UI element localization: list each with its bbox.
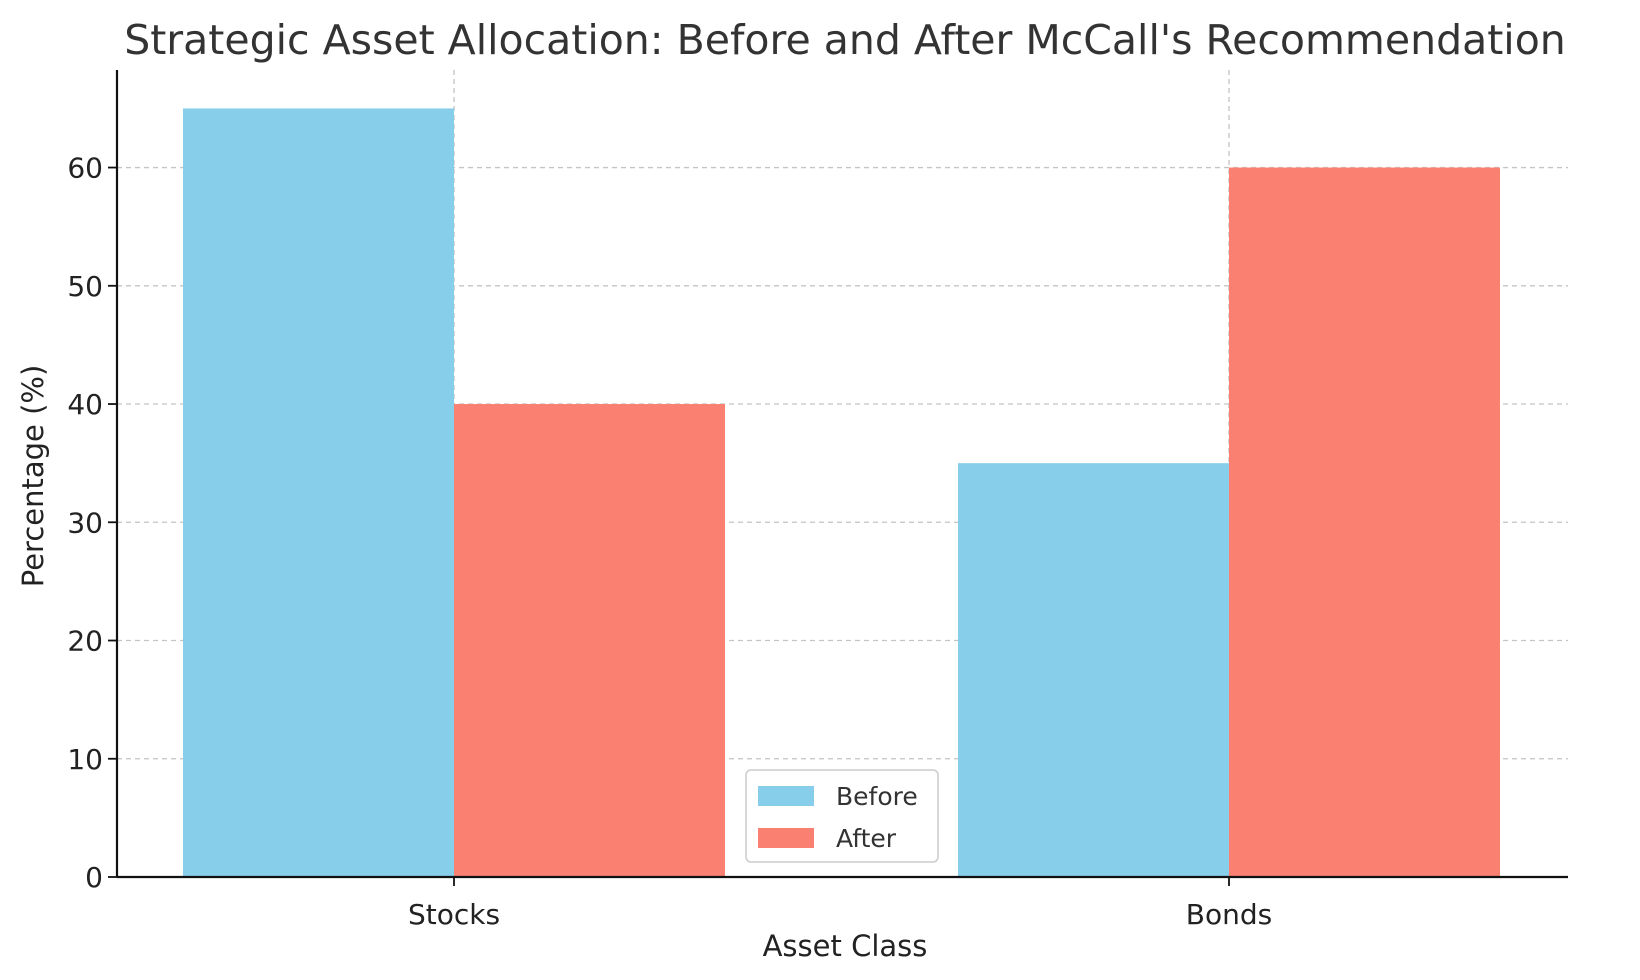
y-axis-ticks: 0 10 20 30 40 50 60: [67, 152, 117, 894]
legend: Before After: [745, 769, 939, 863]
x-tick-label-stocks: Stocks: [408, 898, 500, 931]
y-tick-label-50: 50: [67, 270, 103, 303]
y-tick-label-60: 60: [67, 152, 103, 185]
x-axis-ticks: Stocks Bonds: [408, 877, 1272, 931]
x-axis-label: Asset Class: [763, 929, 928, 963]
legend-swatch-before: [758, 786, 814, 806]
bar-stocks-after: [454, 404, 725, 877]
legend-swatch-after: [758, 828, 814, 848]
bar-bonds-before: [958, 463, 1229, 877]
bar-bonds-after: [1229, 167, 1500, 878]
y-tick-label-0: 0: [85, 861, 103, 894]
axes: [115, 70, 1568, 879]
y-tick-label-10: 10: [67, 743, 103, 776]
x-tick-label-bonds: Bonds: [1186, 898, 1272, 931]
y-tick-label-40: 40: [67, 388, 103, 421]
y-tick-label-20: 20: [67, 625, 103, 658]
legend-label-before: Before: [836, 782, 918, 811]
bars: [183, 108, 1500, 878]
chart-title: Strategic Asset Allocation: Before and A…: [124, 16, 1566, 64]
y-tick-label-30: 30: [67, 506, 103, 539]
y-axis-label: Percentage (%): [16, 365, 50, 588]
legend-label-after: After: [836, 824, 897, 853]
bar-stocks-before: [183, 108, 454, 877]
